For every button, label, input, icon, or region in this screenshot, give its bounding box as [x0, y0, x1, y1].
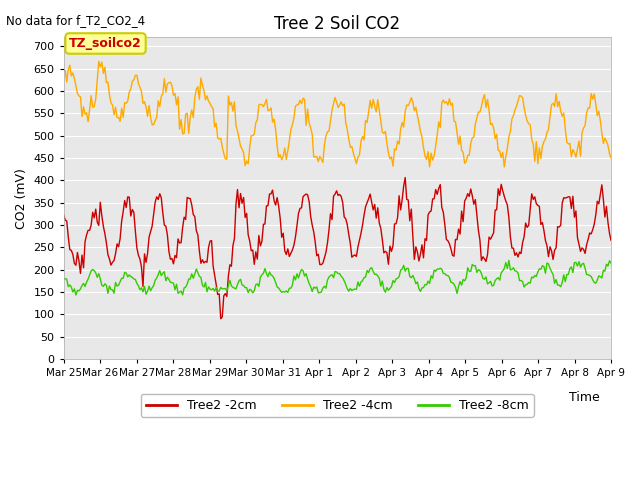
Y-axis label: CO2 (mV): CO2 (mV) [15, 168, 28, 228]
Tree2 -4cm [243, 158, 250, 164]
Line: Tree2 -2cm: Tree2 -2cm [64, 178, 611, 319]
Tree2 -2cm [225, 273, 232, 279]
Tree2 -4cm [580, 125, 588, 131]
Tree2 -2cm [127, 213, 134, 219]
Text: TZ_soilco2: TZ_soilco2 [69, 37, 142, 50]
Tree2 -4cm [426, 164, 433, 170]
Tree2 -4cm [129, 78, 136, 84]
Tree2 -2cm [252, 249, 260, 255]
Tree2 -8cm [60, 277, 68, 283]
Line: Tree2 -8cm: Tree2 -8cm [64, 261, 611, 295]
Tree2 -8cm [607, 260, 615, 266]
Tree2 -4cm [60, 69, 68, 74]
Tree2 -2cm [301, 192, 308, 198]
Tree2 -8cm [129, 275, 136, 280]
Tree2 -2cm [243, 211, 250, 216]
Tree2 -8cm [243, 285, 250, 290]
Tree2 -2cm [580, 247, 588, 252]
Text: No data for f_T2_CO2_4: No data for f_T2_CO2_4 [6, 14, 145, 27]
Tree2 -4cm [252, 120, 260, 126]
Tree2 -2cm [60, 212, 68, 218]
Tree2 -2cm [217, 316, 225, 322]
Tree2 -8cm [72, 292, 80, 298]
Tree2 -2cm [401, 175, 409, 180]
Tree2 -4cm [95, 59, 102, 64]
Tree2 -4cm [607, 155, 615, 161]
Tree2 -4cm [301, 96, 308, 102]
Line: Tree2 -4cm: Tree2 -4cm [64, 61, 611, 167]
Tree2 -8cm [225, 283, 232, 289]
Legend: Tree2 -2cm, Tree2 -4cm, Tree2 -8cm: Tree2 -2cm, Tree2 -4cm, Tree2 -8cm [141, 394, 534, 417]
Title: Tree 2 Soil CO2: Tree 2 Soil CO2 [275, 15, 401, 33]
Tree2 -8cm [252, 282, 260, 288]
Tree2 -8cm [301, 273, 308, 279]
Tree2 -8cm [505, 258, 513, 264]
X-axis label: Time: Time [570, 391, 600, 404]
Tree2 -8cm [580, 261, 588, 266]
Tree2 -4cm [225, 93, 232, 99]
Tree2 -2cm [607, 238, 615, 243]
